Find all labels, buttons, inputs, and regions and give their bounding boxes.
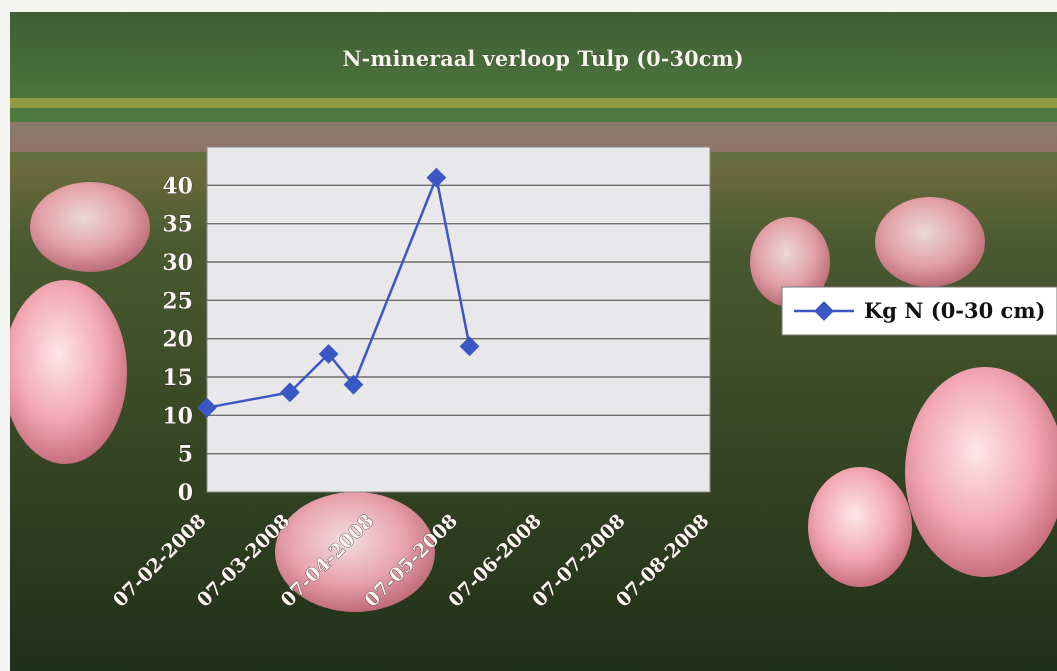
series-kg-n xyxy=(197,167,480,418)
y-tick-label: 5 xyxy=(178,442,193,468)
tulip-left-top xyxy=(30,182,150,272)
data-point-marker xyxy=(426,167,447,188)
legend: Kg N (0-30 cm) xyxy=(781,286,1057,336)
y-tick-label: 0 xyxy=(178,480,193,506)
tulip-right-mid xyxy=(750,217,830,307)
y-axis-ticks: 0 5 10 15 20 25 30 35 40 xyxy=(162,173,193,506)
chart-canvas: N-mineraal verloop Tulp (0-30cm) 0 5 10 15 2… xyxy=(10,12,1057,671)
y-tick-label: 25 xyxy=(162,288,193,314)
legend-label: Kg N (0-30 cm) xyxy=(864,298,1046,323)
y-tick-label: 20 xyxy=(162,327,193,353)
plot-area xyxy=(206,146,711,493)
data-point-marker xyxy=(280,382,300,403)
tulip-right-large xyxy=(905,367,1057,577)
tulip-right-back xyxy=(875,197,985,287)
y-tick-label: 30 xyxy=(162,250,193,276)
y-tick-label: 40 xyxy=(162,173,193,199)
tulip-bottom-center xyxy=(275,492,435,612)
chart-figure: N-mineraal verloop Tulp (0-30cm) 0 5 10 15 2… xyxy=(10,12,1057,671)
gridlines xyxy=(207,184,710,455)
tulip-left-large xyxy=(10,280,127,464)
tulip-right-small xyxy=(808,467,912,587)
y-tick-label: 10 xyxy=(162,403,193,429)
chart-title: N-mineraal verloop Tulp (0-30cm) xyxy=(342,46,743,71)
series-line xyxy=(206,173,471,409)
background-yellow-row xyxy=(10,98,1057,108)
data-point-marker xyxy=(459,336,480,357)
data-point-marker xyxy=(343,374,364,395)
y-tick-label: 35 xyxy=(162,212,193,238)
y-tick-label: 15 xyxy=(162,365,193,391)
data-point-marker xyxy=(197,397,217,418)
legend-marker-swatch xyxy=(814,301,834,321)
data-point-marker xyxy=(318,344,339,364)
